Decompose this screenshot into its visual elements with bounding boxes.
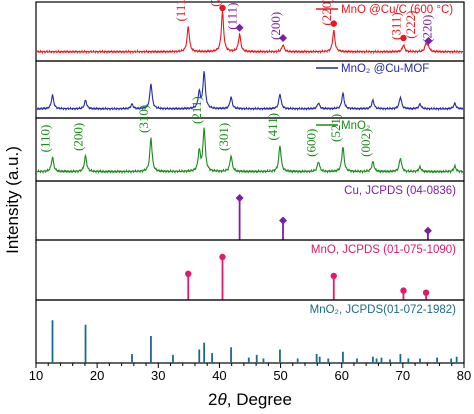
legend-label: MnO @Cu/C (600 °C) xyxy=(341,4,453,16)
legend-label: MnO, JCPDS (01-075-1090) xyxy=(311,244,456,256)
diamond-marker xyxy=(424,36,433,45)
x-tick-label: 20 xyxy=(90,368,104,383)
hkl-label: (200) xyxy=(207,0,222,7)
panel-6: MnO₂, JCPDS(01-072-1982) xyxy=(35,299,465,364)
circle-marker xyxy=(400,287,407,294)
panel-1: MnO @Cu/C (600 °C)(111)(200)(111)(200)(2… xyxy=(35,0,465,62)
hkl-label: (211) xyxy=(189,96,204,124)
panel-2: MnO₂ @Cu-MOF xyxy=(35,60,465,119)
hkl-label: (411) xyxy=(265,113,280,141)
hkl-label: (220) xyxy=(319,0,334,26)
x-tick-label: 80 xyxy=(457,368,471,383)
circle-marker xyxy=(219,4,226,12)
hkl-label: (111) xyxy=(225,3,240,30)
diamond-marker xyxy=(423,226,432,235)
hkl-label: (310) xyxy=(136,105,151,133)
x-tick-label: 30 xyxy=(151,368,165,383)
diamond-marker xyxy=(279,216,288,225)
circle-marker xyxy=(330,272,337,280)
x-tick-label: 50 xyxy=(273,368,287,383)
diamond-marker xyxy=(279,33,288,42)
x-axis-label: 2θ, Degree xyxy=(208,390,292,409)
pattern-trace xyxy=(36,127,464,175)
x-axis: 10 20 30 40 50 60 70 80 xyxy=(29,363,471,383)
legend-label: Cu, JCPDS (04-0836) xyxy=(344,185,456,197)
panel-4: Cu, JCPDS (04-0836) xyxy=(35,180,465,241)
legend-label: MnO₂ xyxy=(341,120,370,132)
circle-marker xyxy=(185,270,192,277)
circle-marker xyxy=(422,289,430,296)
x-tick-label: 70 xyxy=(396,368,410,383)
circle-marker xyxy=(330,20,337,27)
hkl-label: (002) xyxy=(358,129,373,157)
hkl-label: (110) xyxy=(38,125,53,153)
diamond-marker xyxy=(235,23,244,32)
hkl-label: (222) xyxy=(403,11,418,39)
pattern-trace xyxy=(36,11,463,55)
panel-3: MnO₂ (110) (200) (310) (211) (301) (411) (600) (… xyxy=(35,96,465,182)
hkl-label: (220) xyxy=(420,15,435,43)
hkl-label: (111) xyxy=(173,0,188,22)
circle-marker xyxy=(400,34,407,42)
panel-frame xyxy=(35,299,465,364)
legend-label: MnO₂, JCPDS(01-072-1982) xyxy=(310,304,457,316)
pattern-trace xyxy=(36,71,464,112)
hkl-label: (600) xyxy=(303,129,318,157)
legend-label: MnO₂ @Cu-MOF xyxy=(341,63,429,75)
hkl-label: (311) xyxy=(388,12,403,40)
hkl-label: (521) xyxy=(328,114,343,142)
hkl-label: (200) xyxy=(268,12,283,40)
x-tick-label: 40 xyxy=(212,368,226,383)
x-tick-label: 60 xyxy=(334,368,348,383)
panel-5: MnO, JCPDS (01-075-1090) xyxy=(35,239,465,301)
y-axis-label: Intensity (a.u.) xyxy=(3,146,22,254)
diamond-marker xyxy=(235,194,244,202)
hkl-label: (200) xyxy=(71,123,86,151)
x-tick-label: 10 xyxy=(29,368,43,383)
circle-marker xyxy=(219,253,226,261)
hkl-label: (301) xyxy=(216,123,231,151)
panels: MnO @Cu/C (600 °C)(111)(200)(111)(200)(2… xyxy=(35,0,465,364)
